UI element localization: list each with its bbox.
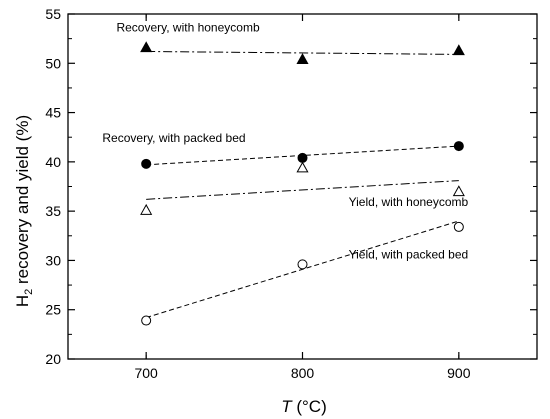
data-point (452, 185, 465, 197)
data-point (297, 259, 308, 270)
data-point (296, 53, 309, 65)
y-tick-label: 30 (45, 252, 61, 268)
trend-line (146, 50, 459, 55)
series-annotation: Recovery, with honeycomb (116, 21, 259, 35)
y-tick-label: 50 (45, 55, 61, 71)
series-annotation: Yield, with packed bed (349, 247, 469, 261)
y-axis-title-prefix: H (13, 295, 32, 307)
y-tick-label: 45 (45, 105, 61, 121)
data-point (141, 158, 152, 169)
x-tick-label: 700 (134, 365, 158, 381)
series-annotations: Recovery, with honeycomb Recovery, with p… (102, 21, 468, 262)
fit-lines (146, 50, 459, 319)
data-point (453, 221, 464, 232)
data-markers (140, 41, 465, 326)
x-axis-title: T (°C) (281, 397, 327, 416)
data-point (452, 44, 465, 56)
y-axis-title-subscript: 2 (23, 289, 35, 295)
y-tick-label: 25 (45, 302, 61, 318)
data-point (140, 203, 153, 215)
axes: 700 800 900 20 25 30 35 40 45 50 55 (45, 6, 538, 381)
y-axis-title: H2 recovery and yield (%) (13, 115, 35, 307)
plot-frame (67, 13, 538, 360)
series-annotation: Recovery, with packed bed (102, 131, 245, 145)
y-tick-label: 20 (45, 351, 61, 367)
x-tick-label: 900 (447, 365, 471, 381)
x-tick-label: 800 (291, 365, 315, 381)
data-point (141, 315, 152, 326)
y-tick-label: 55 (45, 6, 61, 22)
data-point (453, 141, 464, 152)
data-point (296, 161, 309, 173)
x-axis-title-unit: (°C) (292, 397, 327, 416)
y-axis-title-rest: recovery and yield (%) (13, 115, 32, 289)
trend-line (146, 180, 459, 200)
data-point (140, 41, 153, 53)
series-annotation: Yield, with honeycomb (349, 195, 469, 209)
data-point (297, 152, 308, 163)
x-axis-title-symbol: T (281, 397, 293, 416)
y-tick-label: 35 (45, 203, 61, 219)
y-tick-label: 40 (45, 154, 61, 170)
